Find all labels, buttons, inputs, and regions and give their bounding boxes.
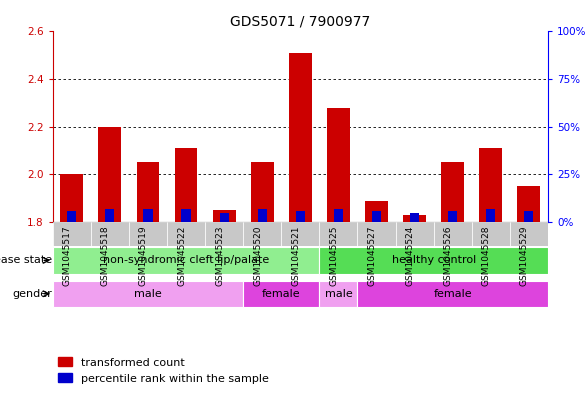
Bar [479, 148, 502, 222]
Bar [319, 247, 548, 274]
Text: disease state: disease state [0, 255, 52, 265]
Bar [396, 222, 434, 246]
Text: GSM1045523: GSM1045523 [215, 226, 224, 286]
Bar [334, 209, 343, 222]
Title: GDS5071 / 7900977: GDS5071 / 7900977 [230, 15, 370, 29]
Text: GSM1045522: GSM1045522 [177, 226, 186, 286]
Text: GSM1045525: GSM1045525 [329, 226, 339, 286]
Bar [220, 213, 229, 222]
Bar [524, 211, 533, 222]
Bar [258, 209, 267, 222]
Bar [517, 186, 540, 222]
Bar [319, 281, 357, 307]
Bar [441, 162, 464, 222]
Text: GSM1045517: GSM1045517 [63, 226, 71, 286]
Bar [472, 222, 510, 246]
Text: GSM1045521: GSM1045521 [291, 226, 301, 286]
Bar [53, 247, 319, 274]
Bar [357, 222, 396, 246]
Bar [67, 211, 76, 222]
Bar [175, 148, 197, 222]
Bar [167, 222, 205, 246]
Text: GSM1045519: GSM1045519 [139, 226, 148, 286]
Text: GSM1045518: GSM1045518 [101, 226, 110, 286]
Bar [205, 222, 243, 246]
Bar [327, 108, 350, 222]
Bar [486, 209, 495, 222]
Bar [403, 215, 426, 222]
Bar [251, 162, 274, 222]
Text: gender: gender [12, 289, 52, 299]
Bar [53, 222, 91, 246]
Bar [365, 200, 388, 222]
Text: female: female [262, 289, 301, 299]
Bar [182, 209, 190, 222]
Bar [410, 213, 419, 222]
Bar [296, 211, 305, 222]
Bar [243, 281, 319, 307]
Text: GSM1045529: GSM1045529 [520, 226, 529, 286]
Text: female: female [434, 289, 472, 299]
Bar [53, 281, 243, 307]
Text: GSM1045527: GSM1045527 [367, 226, 377, 286]
Bar [129, 222, 167, 246]
Bar [105, 209, 114, 222]
Bar [372, 211, 381, 222]
Bar [289, 53, 312, 222]
Text: male: male [325, 289, 352, 299]
Bar [319, 222, 357, 246]
Bar [357, 281, 548, 307]
Legend: transformed count, percentile rank within the sample: transformed count, percentile rank withi… [58, 357, 268, 384]
Text: male: male [134, 289, 162, 299]
Bar [60, 174, 83, 222]
Text: non-syndromic cleft lip/palate: non-syndromic cleft lip/palate [103, 255, 269, 265]
Bar [448, 211, 457, 222]
Bar [243, 222, 281, 246]
Bar [98, 127, 121, 222]
Bar [91, 222, 129, 246]
Text: healthy control: healthy control [391, 255, 476, 265]
Text: GSM1045526: GSM1045526 [444, 226, 453, 286]
Text: GSM1045524: GSM1045524 [406, 226, 415, 286]
Bar [137, 162, 159, 222]
Bar [281, 222, 319, 246]
Bar [510, 222, 548, 246]
Bar [434, 222, 472, 246]
Text: GSM1045528: GSM1045528 [482, 226, 491, 286]
Text: GSM1045520: GSM1045520 [253, 226, 263, 286]
Bar [144, 209, 152, 222]
Bar [213, 210, 236, 222]
